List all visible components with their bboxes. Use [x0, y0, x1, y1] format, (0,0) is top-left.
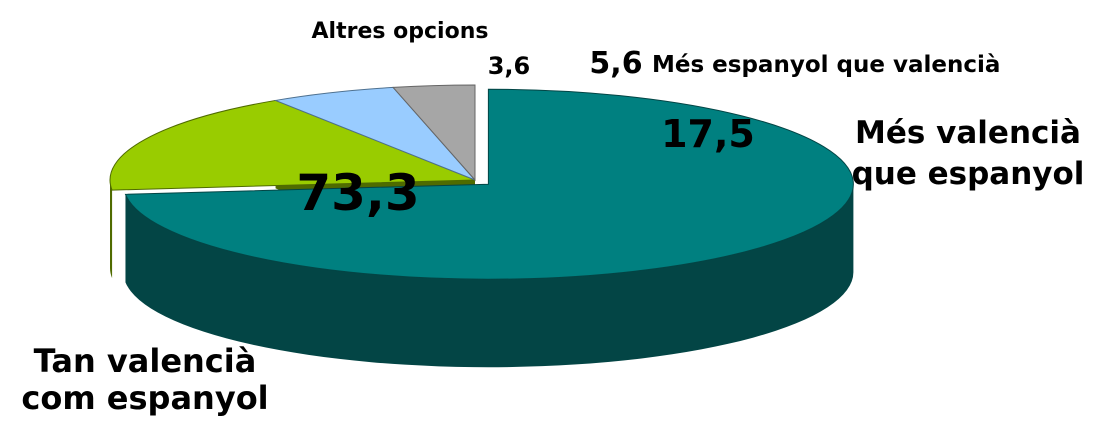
value-label-mes-espanyol-que-valencia: 5,6 [589, 46, 642, 81]
value-label-mes-valencia-que-espanyol: 17,5 [661, 112, 755, 156]
category-label-mes-valencia-que-espanyol-line-1: Més valencià [855, 115, 1081, 151]
pie-tops [109, 84, 854, 280]
pie-side-tan-valencia-com-espanyol [125, 184, 854, 368]
pie-side-mes-valencia-que-espanyol [110, 180, 113, 279]
value-label-tan-valencia-com-espanyol: 73,3 [296, 164, 419, 222]
category-label-tan-valencia-com-espanyol-line-1: Tan valencià [34, 342, 257, 380]
pie-slice-mes-valencia-que-espanyol [109, 99, 476, 191]
category-label-tan-valencia-com-espanyol-line-2: com espanyol [21, 379, 268, 417]
category-label-altres-opcions-line-1: Altres opcions [312, 19, 489, 44]
value-label-altres-opcions: 3,6 [488, 52, 531, 80]
pie-slice-tan-valencia-com-espanyol [124, 88, 854, 280]
pie-slice-altres-opcions [392, 84, 476, 182]
category-label-mes-valencia-que-espanyol-line-2: que espanyol [852, 156, 1085, 192]
pie-slice-mes-espanyol-que-valencia [273, 86, 476, 181]
category-label-mes-espanyol-que-valencia-line-1: Més espanyol que valencià [652, 52, 1000, 78]
